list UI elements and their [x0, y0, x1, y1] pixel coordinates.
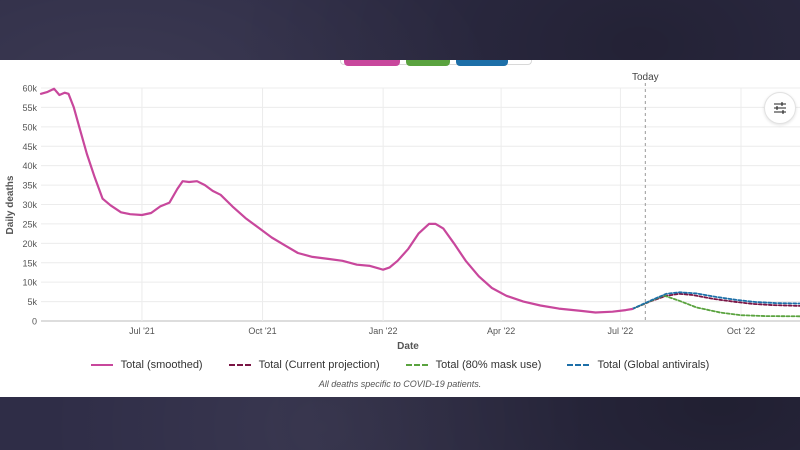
- y-tick-label: 40k: [22, 161, 37, 171]
- series-line-smoothed: [39, 87, 634, 314]
- legend-item-current-projection[interactable]: Total (Current projection): [228, 359, 380, 371]
- y-tick-label: 15k: [22, 258, 37, 268]
- legend-label-antivirals: Total (Global antivirals): [597, 359, 710, 371]
- legend-item-smoothed[interactable]: Total (smoothed): [90, 359, 203, 371]
- y-axis-label: Daily deaths: [5, 175, 16, 234]
- chart-footnote: All deaths specific to COVID-19 patients…: [318, 379, 482, 389]
- y-tick-label: 0: [32, 317, 37, 327]
- y-axis-ticks: 0 5k 10k 15k 20k 25k 30k 35k 40k 45k 50k 55k 60k: [22, 84, 37, 327]
- y-tick-label: 45k: [22, 142, 37, 152]
- y-tick-label: 10k: [22, 278, 37, 288]
- legend-swatch-smoothed: [90, 364, 113, 366]
- y-tick-label: 60k: [22, 84, 37, 94]
- sliders-icon: [774, 102, 786, 114]
- tab-smoothed[interactable]: [344, 60, 400, 66]
- chart-panel: [0, 60, 800, 397]
- y-tick-label: 30k: [22, 200, 37, 210]
- x-tick-label: Apr '22: [487, 326, 515, 336]
- chart-settings-button[interactable]: [764, 92, 796, 124]
- x-tick-label: Jul '22: [608, 326, 634, 336]
- legend-label-smoothed: Total (smoothed): [120, 359, 203, 371]
- x-axis-label: Date: [397, 341, 419, 352]
- legend-swatch-current-projection: [228, 364, 251, 366]
- tab-mask-use[interactable]: [406, 60, 450, 66]
- y-tick-label: 5k: [27, 297, 37, 307]
- today-marker-label: Today: [632, 72, 659, 83]
- x-gridlines: [141, 88, 742, 321]
- legend-item-mask-use[interactable]: Total (80% mask use): [405, 359, 542, 371]
- legend-label-current-projection: Total (Current projection): [258, 359, 380, 371]
- y-gridlines: [41, 87, 800, 322]
- legend-item-antivirals[interactable]: Total (Global antivirals): [567, 359, 709, 371]
- x-tick-label: Jan '22: [369, 326, 398, 336]
- series-lines: [39, 87, 800, 318]
- x-tick-label: Oct '22: [727, 326, 755, 336]
- y-tick-label: 35k: [22, 181, 37, 191]
- y-tick-label: 55k: [22, 103, 37, 113]
- x-tick-label: Oct '21: [248, 326, 276, 336]
- legend-label-mask-use: Total (80% mask use): [435, 359, 542, 371]
- y-tick-label: 50k: [22, 122, 37, 132]
- y-tick-label: 25k: [22, 219, 37, 229]
- y-tick-label: 20k: [22, 239, 37, 249]
- legend-swatch-mask-use: [405, 364, 428, 366]
- tab-antivirals[interactable]: [456, 60, 508, 66]
- series-line-antivirals: [631, 291, 800, 310]
- legend-swatch-antivirals: [567, 364, 590, 366]
- series-line-current-projection: [631, 292, 800, 310]
- x-tick-label: Jul '21: [129, 326, 155, 336]
- chart-legend: Total (smoothed) Total (Current projecti…: [0, 356, 800, 374]
- x-axis-ticks: Jul '21 Oct '21 Jan '22 Apr '22 Jul '22 Oct '…: [129, 326, 755, 336]
